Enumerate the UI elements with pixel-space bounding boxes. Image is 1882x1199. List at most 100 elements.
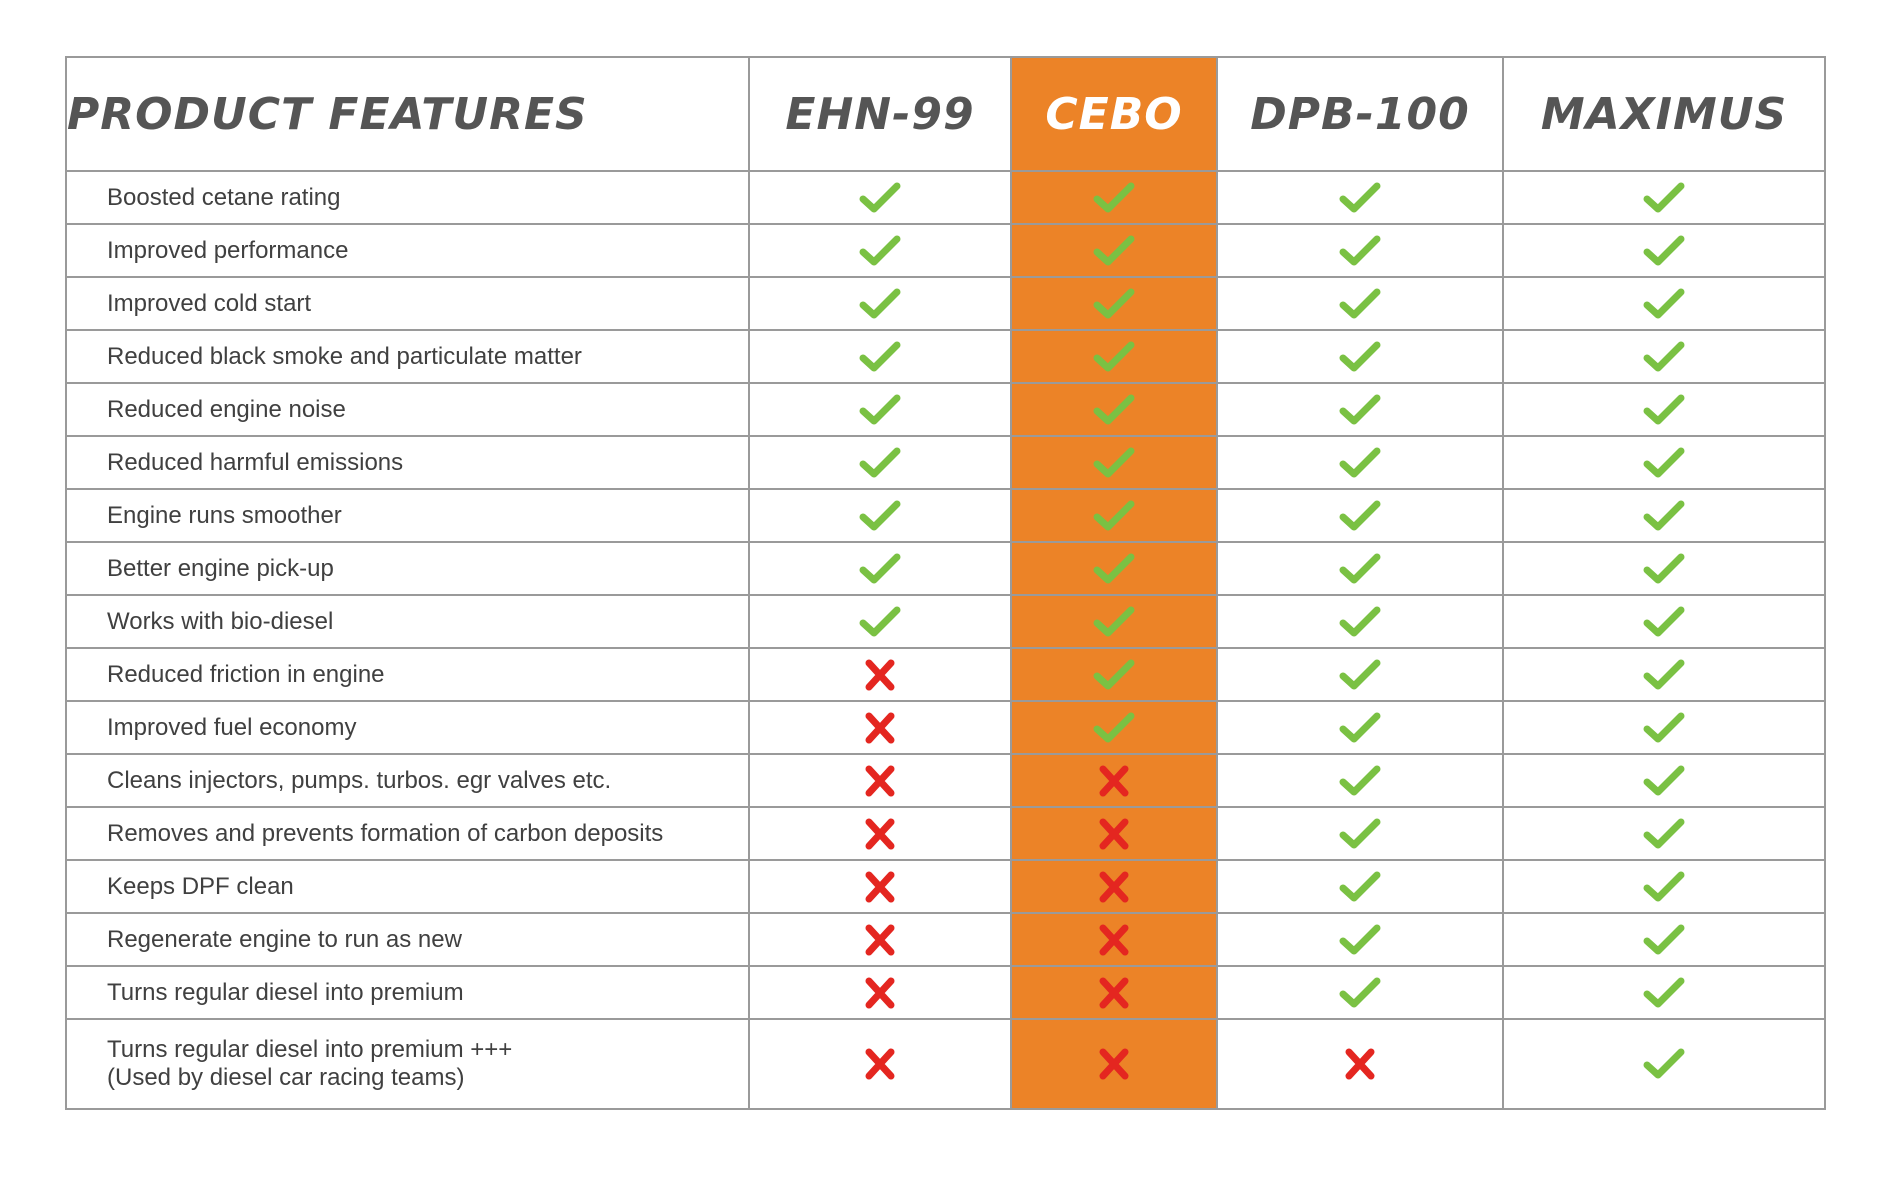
cross-icon <box>865 977 895 1008</box>
mark-cell-maximus <box>1502 329 1826 384</box>
feature-cell: Works with bio-diesel <box>65 594 750 649</box>
mark-cell-maximus <box>1502 541 1826 596</box>
check-icon <box>1093 182 1135 212</box>
mark-cell-cebo <box>1010 329 1218 384</box>
table-row: Engine runs smoother <box>65 488 1826 543</box>
table-row: Improved cold start <box>65 276 1826 331</box>
feature-cell: Better engine pick-up <box>65 541 750 596</box>
mark-cell-cebo <box>1010 276 1218 331</box>
feature-cell: Improved performance <box>65 223 750 278</box>
check-icon <box>1339 235 1381 265</box>
mark-cell-dpb-100 <box>1216 329 1504 384</box>
check-icon <box>1643 765 1685 795</box>
check-icon <box>1093 235 1135 265</box>
feature-label: Works with bio-diesel <box>107 607 334 635</box>
mark-cell-cebo <box>1010 594 1218 649</box>
check-icon <box>1339 818 1381 848</box>
table-row: Turns regular diesel into premium +++ (Us… <box>65 1018 1826 1110</box>
product-features-heading: PRODUCT FEATURES <box>65 56 750 172</box>
check-icon <box>1643 712 1685 742</box>
check-icon <box>1093 553 1135 583</box>
feature-cell: Turns regular diesel into premium <box>65 965 750 1020</box>
check-icon <box>1339 182 1381 212</box>
mark-cell-maximus <box>1502 170 1826 225</box>
cross-icon <box>1099 818 1129 849</box>
table-row: Reduced harmful emissions <box>65 435 1826 490</box>
mark-cell-cebo <box>1010 806 1218 861</box>
mark-cell-ehn-99 <box>748 488 1012 543</box>
mark-cell-ehn-99 <box>748 223 1012 278</box>
check-icon <box>1339 924 1381 954</box>
feature-label: Reduced engine noise <box>107 395 346 423</box>
check-icon <box>859 182 901 212</box>
cross-icon <box>865 765 895 796</box>
mark-cell-dpb-100 <box>1216 541 1504 596</box>
check-icon <box>1339 765 1381 795</box>
feature-label: Better engine pick-up <box>107 554 334 582</box>
table-row: Improved fuel economy <box>65 700 1826 755</box>
check-icon <box>1643 1048 1685 1079</box>
table-row: Improved performance <box>65 223 1826 278</box>
mark-cell-cebo <box>1010 170 1218 225</box>
cross-icon <box>1099 977 1129 1008</box>
check-icon <box>1339 500 1381 530</box>
mark-cell-ehn-99 <box>748 912 1012 967</box>
mark-cell-dpb-100 <box>1216 276 1504 331</box>
product-heading-cebo: CEBO <box>1010 56 1218 172</box>
mark-cell-ehn-99 <box>748 647 1012 702</box>
feature-cell: Reduced engine noise <box>65 382 750 437</box>
check-icon <box>1339 712 1381 742</box>
mark-cell-ehn-99 <box>748 700 1012 755</box>
feature-label: Improved cold start <box>107 289 312 317</box>
mark-cell-ehn-99 <box>748 435 1012 490</box>
cross-icon <box>1099 924 1129 955</box>
mark-cell-cebo <box>1010 912 1218 967</box>
check-icon <box>1643 235 1685 265</box>
feature-label: Turns regular diesel into premium +++ <box>107 1036 513 1063</box>
check-icon <box>1643 182 1685 212</box>
table-row: Boosted cetane rating <box>65 170 1826 225</box>
mark-cell-maximus <box>1502 912 1826 967</box>
check-icon <box>1339 977 1381 1007</box>
check-icon <box>1643 553 1685 583</box>
feature-cell: Improved fuel economy <box>65 700 750 755</box>
check-icon <box>1643 659 1685 689</box>
mark-cell-maximus <box>1502 753 1826 808</box>
table-row: Keeps DPF clean <box>65 859 1826 914</box>
mark-cell-dpb-100 <box>1216 382 1504 437</box>
check-icon <box>1339 606 1381 636</box>
feature-label: Improved performance <box>107 236 349 264</box>
mark-cell-maximus <box>1502 700 1826 755</box>
check-icon <box>1093 500 1135 530</box>
mark-cell-cebo <box>1010 382 1218 437</box>
check-icon <box>1093 394 1135 424</box>
feature-cell: Keeps DPF clean <box>65 859 750 914</box>
mark-cell-cebo <box>1010 488 1218 543</box>
table-row: Turns regular diesel into premium <box>65 965 1826 1020</box>
mark-cell-maximus <box>1502 488 1826 543</box>
check-icon <box>1339 341 1381 371</box>
table-row: Removes and prevents formation of carbon… <box>65 806 1826 861</box>
check-icon <box>859 288 901 318</box>
feature-comparison-table: PRODUCT FEATURES EHN-99 CEBO DPB-100 MAX… <box>65 56 1826 1110</box>
table-row: Better engine pick-up <box>65 541 1826 596</box>
mark-cell-cebo <box>1010 753 1218 808</box>
check-icon <box>859 235 901 265</box>
table-row: Works with bio-diesel <box>65 594 1826 649</box>
mark-cell-cebo <box>1010 1018 1218 1110</box>
check-icon <box>859 500 901 530</box>
feature-label: Regenerate engine to run as new <box>107 925 462 953</box>
feature-cell: Regenerate engine to run as new <box>65 912 750 967</box>
mark-cell-ehn-99 <box>748 965 1012 1020</box>
feature-label: Improved fuel economy <box>107 713 357 741</box>
feature-cell: Reduced black smoke and particulate matt… <box>65 329 750 384</box>
feature-label: Engine runs smoother <box>107 501 342 529</box>
feature-cell: Engine runs smoother <box>65 488 750 543</box>
mark-cell-dpb-100 <box>1216 859 1504 914</box>
mark-cell-maximus <box>1502 806 1826 861</box>
mark-cell-dpb-100 <box>1216 223 1504 278</box>
check-icon <box>1093 341 1135 371</box>
feature-cell: Removes and prevents formation of carbon… <box>65 806 750 861</box>
mark-cell-dpb-100 <box>1216 912 1504 967</box>
check-icon <box>1643 500 1685 530</box>
